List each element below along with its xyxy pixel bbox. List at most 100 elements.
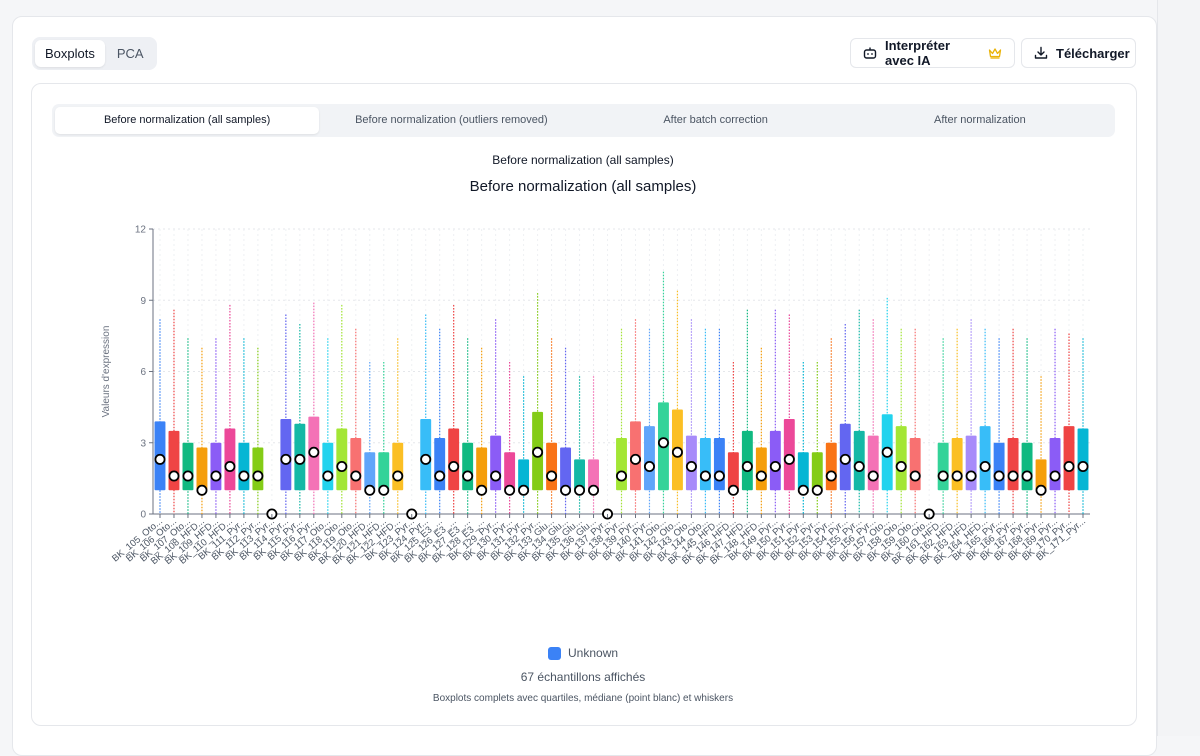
median-point bbox=[434, 470, 446, 482]
tab-before-normalization-all[interactable]: Before normalization (all samples) bbox=[55, 107, 320, 134]
box bbox=[797, 452, 809, 491]
chart-section-title: Before normalization (all samples) bbox=[492, 153, 674, 167]
box bbox=[448, 428, 460, 491]
chart-title: Before normalization (all samples) bbox=[469, 178, 697, 195]
robot-icon bbox=[863, 47, 877, 59]
median-point bbox=[182, 470, 194, 482]
median-point bbox=[895, 460, 907, 472]
median-point bbox=[825, 470, 837, 482]
median-point bbox=[867, 470, 879, 482]
box bbox=[434, 438, 446, 491]
median-point bbox=[909, 470, 921, 482]
median-point bbox=[685, 460, 697, 472]
median-point bbox=[504, 484, 516, 496]
box bbox=[546, 442, 558, 491]
median-point bbox=[643, 460, 655, 472]
median-point bbox=[238, 470, 250, 482]
median-point bbox=[1035, 484, 1047, 496]
median-point bbox=[154, 453, 166, 465]
box bbox=[769, 430, 781, 491]
median-point bbox=[336, 460, 348, 472]
median-point bbox=[671, 446, 683, 458]
box bbox=[713, 438, 725, 491]
median-point bbox=[518, 484, 530, 496]
box bbox=[182, 442, 194, 491]
median-point bbox=[657, 437, 669, 449]
median-point bbox=[965, 470, 977, 482]
box bbox=[518, 459, 530, 491]
box bbox=[490, 435, 502, 491]
median-point bbox=[979, 460, 991, 472]
median-point bbox=[1021, 470, 1033, 482]
median-point bbox=[350, 470, 362, 482]
right-side-rail bbox=[1157, 0, 1200, 736]
median-point bbox=[811, 484, 823, 496]
y-tick-label: 9 bbox=[140, 296, 146, 307]
median-point bbox=[168, 470, 180, 482]
box bbox=[979, 426, 991, 491]
y-tick-label: 6 bbox=[140, 367, 146, 378]
box bbox=[699, 438, 711, 491]
download-button[interactable]: Télécharger bbox=[1021, 38, 1136, 68]
median-point bbox=[490, 470, 502, 482]
box bbox=[644, 426, 655, 491]
box bbox=[252, 447, 264, 491]
box bbox=[462, 442, 474, 491]
median-point bbox=[196, 484, 208, 496]
interpret-ai-button[interactable]: Interpréter avec IA bbox=[850, 38, 1015, 68]
median-point bbox=[308, 446, 320, 458]
median-point bbox=[741, 460, 753, 472]
tab-after-normalization[interactable]: After normalization bbox=[934, 114, 1026, 126]
box bbox=[937, 442, 949, 491]
crown-icon bbox=[988, 48, 1002, 59]
median-point bbox=[210, 470, 222, 482]
median-point bbox=[560, 484, 572, 496]
box bbox=[210, 442, 222, 491]
median-point bbox=[252, 470, 264, 482]
median-point bbox=[629, 453, 641, 465]
median-point bbox=[1007, 470, 1019, 482]
y-axis-label: Valeurs d'expression bbox=[101, 326, 112, 418]
median-point bbox=[378, 484, 390, 496]
download-label: Télécharger bbox=[1056, 45, 1130, 61]
box bbox=[364, 452, 376, 491]
box bbox=[616, 438, 627, 491]
tab-boxplots[interactable]: Boxplots bbox=[35, 40, 105, 67]
median-point bbox=[420, 453, 432, 465]
median-point bbox=[462, 470, 474, 482]
box bbox=[951, 438, 963, 491]
box bbox=[588, 459, 599, 491]
median-point bbox=[476, 484, 488, 496]
box bbox=[1021, 442, 1033, 491]
chart-note: Boxplots complets avec quartiles, médian… bbox=[432, 693, 734, 704]
box bbox=[322, 442, 334, 491]
median-point bbox=[364, 484, 376, 496]
box bbox=[378, 452, 390, 491]
tab-pca[interactable]: PCA bbox=[116, 46, 144, 61]
median-point bbox=[1049, 470, 1061, 482]
box bbox=[909, 438, 921, 491]
box bbox=[1035, 459, 1047, 491]
box bbox=[1049, 438, 1061, 491]
box bbox=[993, 442, 1005, 491]
tab-before-normalization-outliers-removed[interactable]: Before normalization (outliers removed) bbox=[355, 114, 548, 126]
box bbox=[1077, 428, 1089, 491]
y-tick-label: 12 bbox=[135, 225, 147, 236]
median-point bbox=[532, 446, 544, 458]
median-point bbox=[769, 460, 781, 472]
box bbox=[574, 459, 585, 491]
median-point bbox=[294, 453, 306, 465]
tab-after-batch-correction[interactable]: After batch correction bbox=[663, 114, 768, 126]
box bbox=[336, 428, 348, 491]
box bbox=[727, 452, 739, 491]
median-point bbox=[574, 484, 586, 496]
sample-count: 67 échantillons affichés bbox=[520, 670, 646, 684]
box bbox=[825, 442, 837, 491]
legend-swatch bbox=[548, 646, 561, 660]
normalization-tabs: Before normalization (all samples) Befor… bbox=[52, 104, 1115, 137]
legend-label: Unknown bbox=[568, 646, 619, 660]
box bbox=[867, 435, 879, 491]
median-point bbox=[322, 470, 334, 482]
median-point bbox=[1077, 460, 1089, 472]
